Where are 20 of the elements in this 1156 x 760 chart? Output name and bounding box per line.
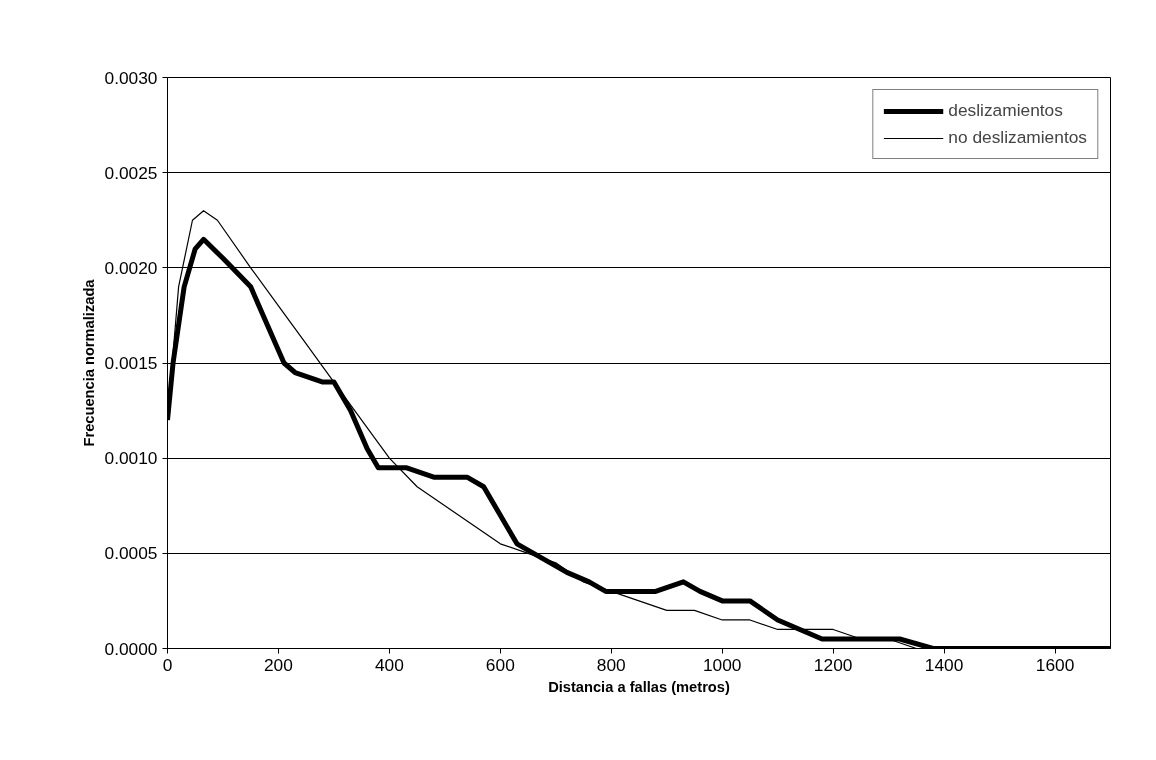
legend-label: no deslizamientos [948,127,1087,148]
x-tick-label: 0 [162,654,173,675]
y-axis-title: Frecuencia normalizada [80,278,97,447]
y-tick-label: 0.0020 [104,257,158,278]
y-tick-label: 0.0010 [104,448,158,469]
x-tick-label: 800 [596,654,626,675]
x-tick-label: 400 [374,654,404,675]
y-tick-label: 0.0005 [104,543,158,564]
x-tick-label: 1400 [924,654,964,675]
y-tick-label: 0.0025 [104,162,158,183]
legend-label: deslizamientos [948,100,1063,121]
x-tick-label: 1000 [702,654,742,675]
y-tick-label: 0.0015 [104,353,158,373]
x-tick-label: 1200 [813,654,853,675]
x-tick-label: 1600 [1035,654,1075,675]
x-tick-label: 200 [263,654,293,675]
y-tick-label: 0.0000 [104,638,158,659]
y-tick-label: 0.0030 [104,67,158,88]
x-tick-label: 600 [485,654,515,675]
x-axis-title: Distancia a fallas (metros) [548,678,730,695]
